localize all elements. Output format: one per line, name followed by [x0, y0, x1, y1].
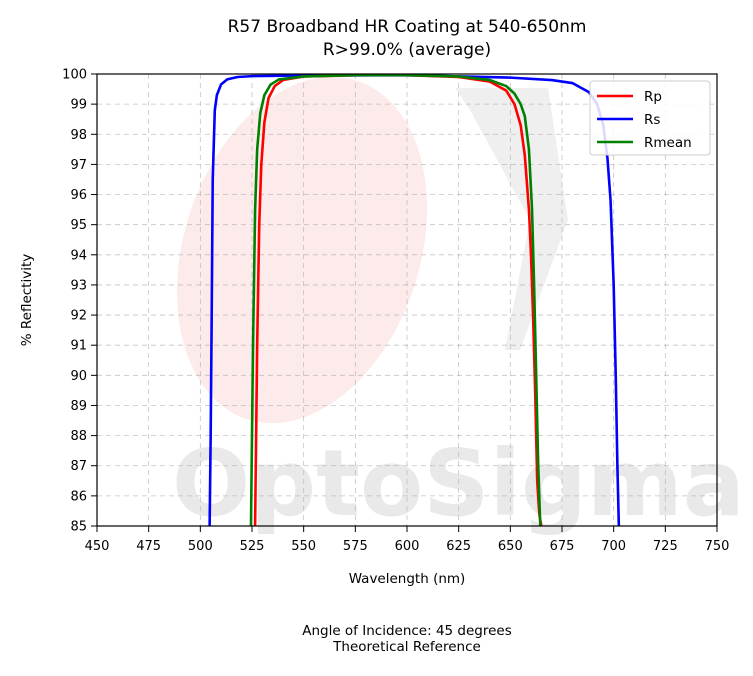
y-tick-label: 93 [70, 278, 87, 293]
y-tick-label: 86 [70, 489, 87, 504]
x-tick-label: 750 [705, 539, 730, 554]
chart-subtitle: R>99.0% (average) [322, 40, 492, 60]
y-tick-label: 98 [70, 128, 87, 143]
x-axis-label: Wavelength (nm) [349, 571, 466, 587]
y-tick-label: 85 [70, 520, 87, 535]
x-tick-label: 600 [395, 539, 420, 554]
y-tick-label: 94 [70, 248, 87, 263]
footer-aoi: Angle of Incidence: 45 degrees [302, 623, 512, 639]
y-tick-label: 87 [70, 459, 87, 474]
legend-label-rmean: Rmean [644, 135, 692, 151]
y-axis-ticks: 85 86 87 88 89 90 91 92 93 94 95 96 97 98 99 100 [62, 68, 97, 535]
x-tick-label: 650 [498, 539, 523, 554]
x-tick-label: 700 [601, 539, 626, 554]
x-tick-label: 550 [291, 539, 316, 554]
y-tick-label: 88 [70, 429, 87, 444]
x-tick-label: 525 [240, 539, 265, 554]
legend-label-rp: Rp [644, 89, 662, 105]
legend-label-rs: Rs [644, 112, 660, 128]
series-layer [208, 74, 621, 526]
legend-box [589, 80, 711, 156]
y-tick-label: 89 [70, 399, 87, 414]
footer-reference: Theoretical Reference [333, 639, 481, 655]
y-axis-label: % Reflectivity [19, 254, 35, 347]
y-tick-label: 92 [70, 309, 87, 324]
x-tick-label: 725 [653, 539, 678, 554]
y-tick-label: 99 [70, 98, 87, 113]
y-tick-label: 91 [70, 339, 87, 354]
y-tick-label: 90 [70, 369, 87, 384]
y-tick-label: 96 [70, 188, 87, 203]
x-tick-label: 450 [85, 539, 110, 554]
y-tick-label: 97 [70, 158, 87, 173]
x-tick-label: 475 [136, 539, 161, 554]
chart-title: R57 Broadband HR Coating at 540-650nm [227, 17, 587, 37]
y-tick-label: 95 [70, 218, 87, 233]
x-tick-label: 675 [550, 539, 575, 554]
series-line-rmean [249, 74, 542, 526]
watermark-logo: OptoSigma [172, 76, 745, 537]
y-tick-label: 100 [62, 68, 87, 83]
legend: Rp Rs Rmean [589, 80, 711, 156]
x-axis-ticks: 450 475 500 525 550 575 600 625 650 675 700 725 750 [85, 526, 730, 554]
x-tick-label: 625 [446, 539, 471, 554]
x-tick-label: 575 [343, 539, 368, 554]
x-tick-label: 500 [188, 539, 213, 554]
